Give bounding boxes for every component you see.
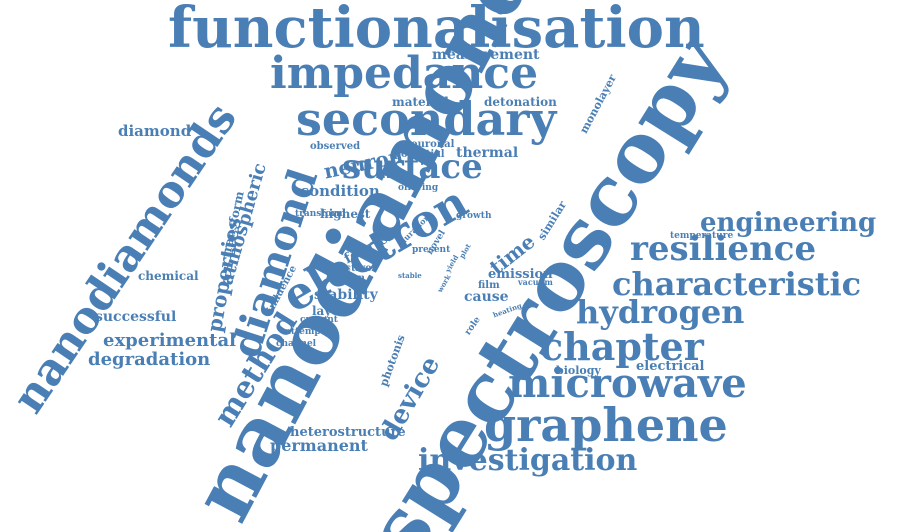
word-characteristic: resilience [630,229,817,269]
word-successful: chemical [138,269,199,283]
word-photonis: channel [276,339,317,349]
word-experimental: successful [95,309,177,325]
word-surface: surface [342,147,483,187]
word-similar: growth [456,211,492,221]
word-layer: cause [464,289,509,305]
word-offering: offering [398,183,439,193]
word-application: investigation [418,443,638,478]
word-time: present [412,245,451,255]
word-temperature: engineering [700,208,877,238]
word-vacuum: film [478,280,500,291]
word-channel: attempt [285,327,325,337]
word-chapter: hydrogen [576,293,745,331]
word-observed: observed [310,141,361,152]
word-effective: oxygen [326,273,366,284]
word-engineering: degradation [88,349,211,370]
word-work: stable [398,271,422,280]
word-role: plot [457,242,473,260]
word-termination: diamond [118,122,192,140]
word-film: emission [488,267,553,282]
word-degradation: experimental [103,330,236,351]
word-impedance: impedance [270,48,539,99]
word-nanodiamonds: nanodiamonds [2,94,247,423]
word-secondary: secondary [296,92,557,146]
word-material: material [392,95,449,109]
word-plot: yield [443,253,461,274]
word-functionalisation: functionalisation [168,0,705,61]
word-highest: transform [295,209,346,219]
word-neuronal: neuronal [404,139,455,150]
word-growth: highest [320,207,371,221]
word-graphene: microwave [508,360,747,407]
word-thermal: thermal [456,145,519,161]
word-heterostructure: graphene [484,398,728,452]
word-yield: work [435,272,453,294]
word-hydrogen: characteristic [612,265,862,303]
word-attempt: current [300,315,338,325]
word-stable: vacuum [518,277,553,287]
word-potential: potential [394,149,445,160]
word-method: biology [556,364,601,377]
word-microwave: electrical [636,359,705,374]
word-detonation: detonation [484,95,557,109]
word-current: stability [314,287,378,303]
word-stability: layer [312,304,346,318]
word-investigation: permanent [270,436,368,455]
word-resilience: temperature [670,231,734,241]
word-condition: condition [300,182,380,200]
word-present: effective [324,263,372,274]
word-measurement: measurement [432,47,540,63]
word-permanent: heterostructure [290,425,406,440]
word-electrical: chapter [540,324,704,369]
